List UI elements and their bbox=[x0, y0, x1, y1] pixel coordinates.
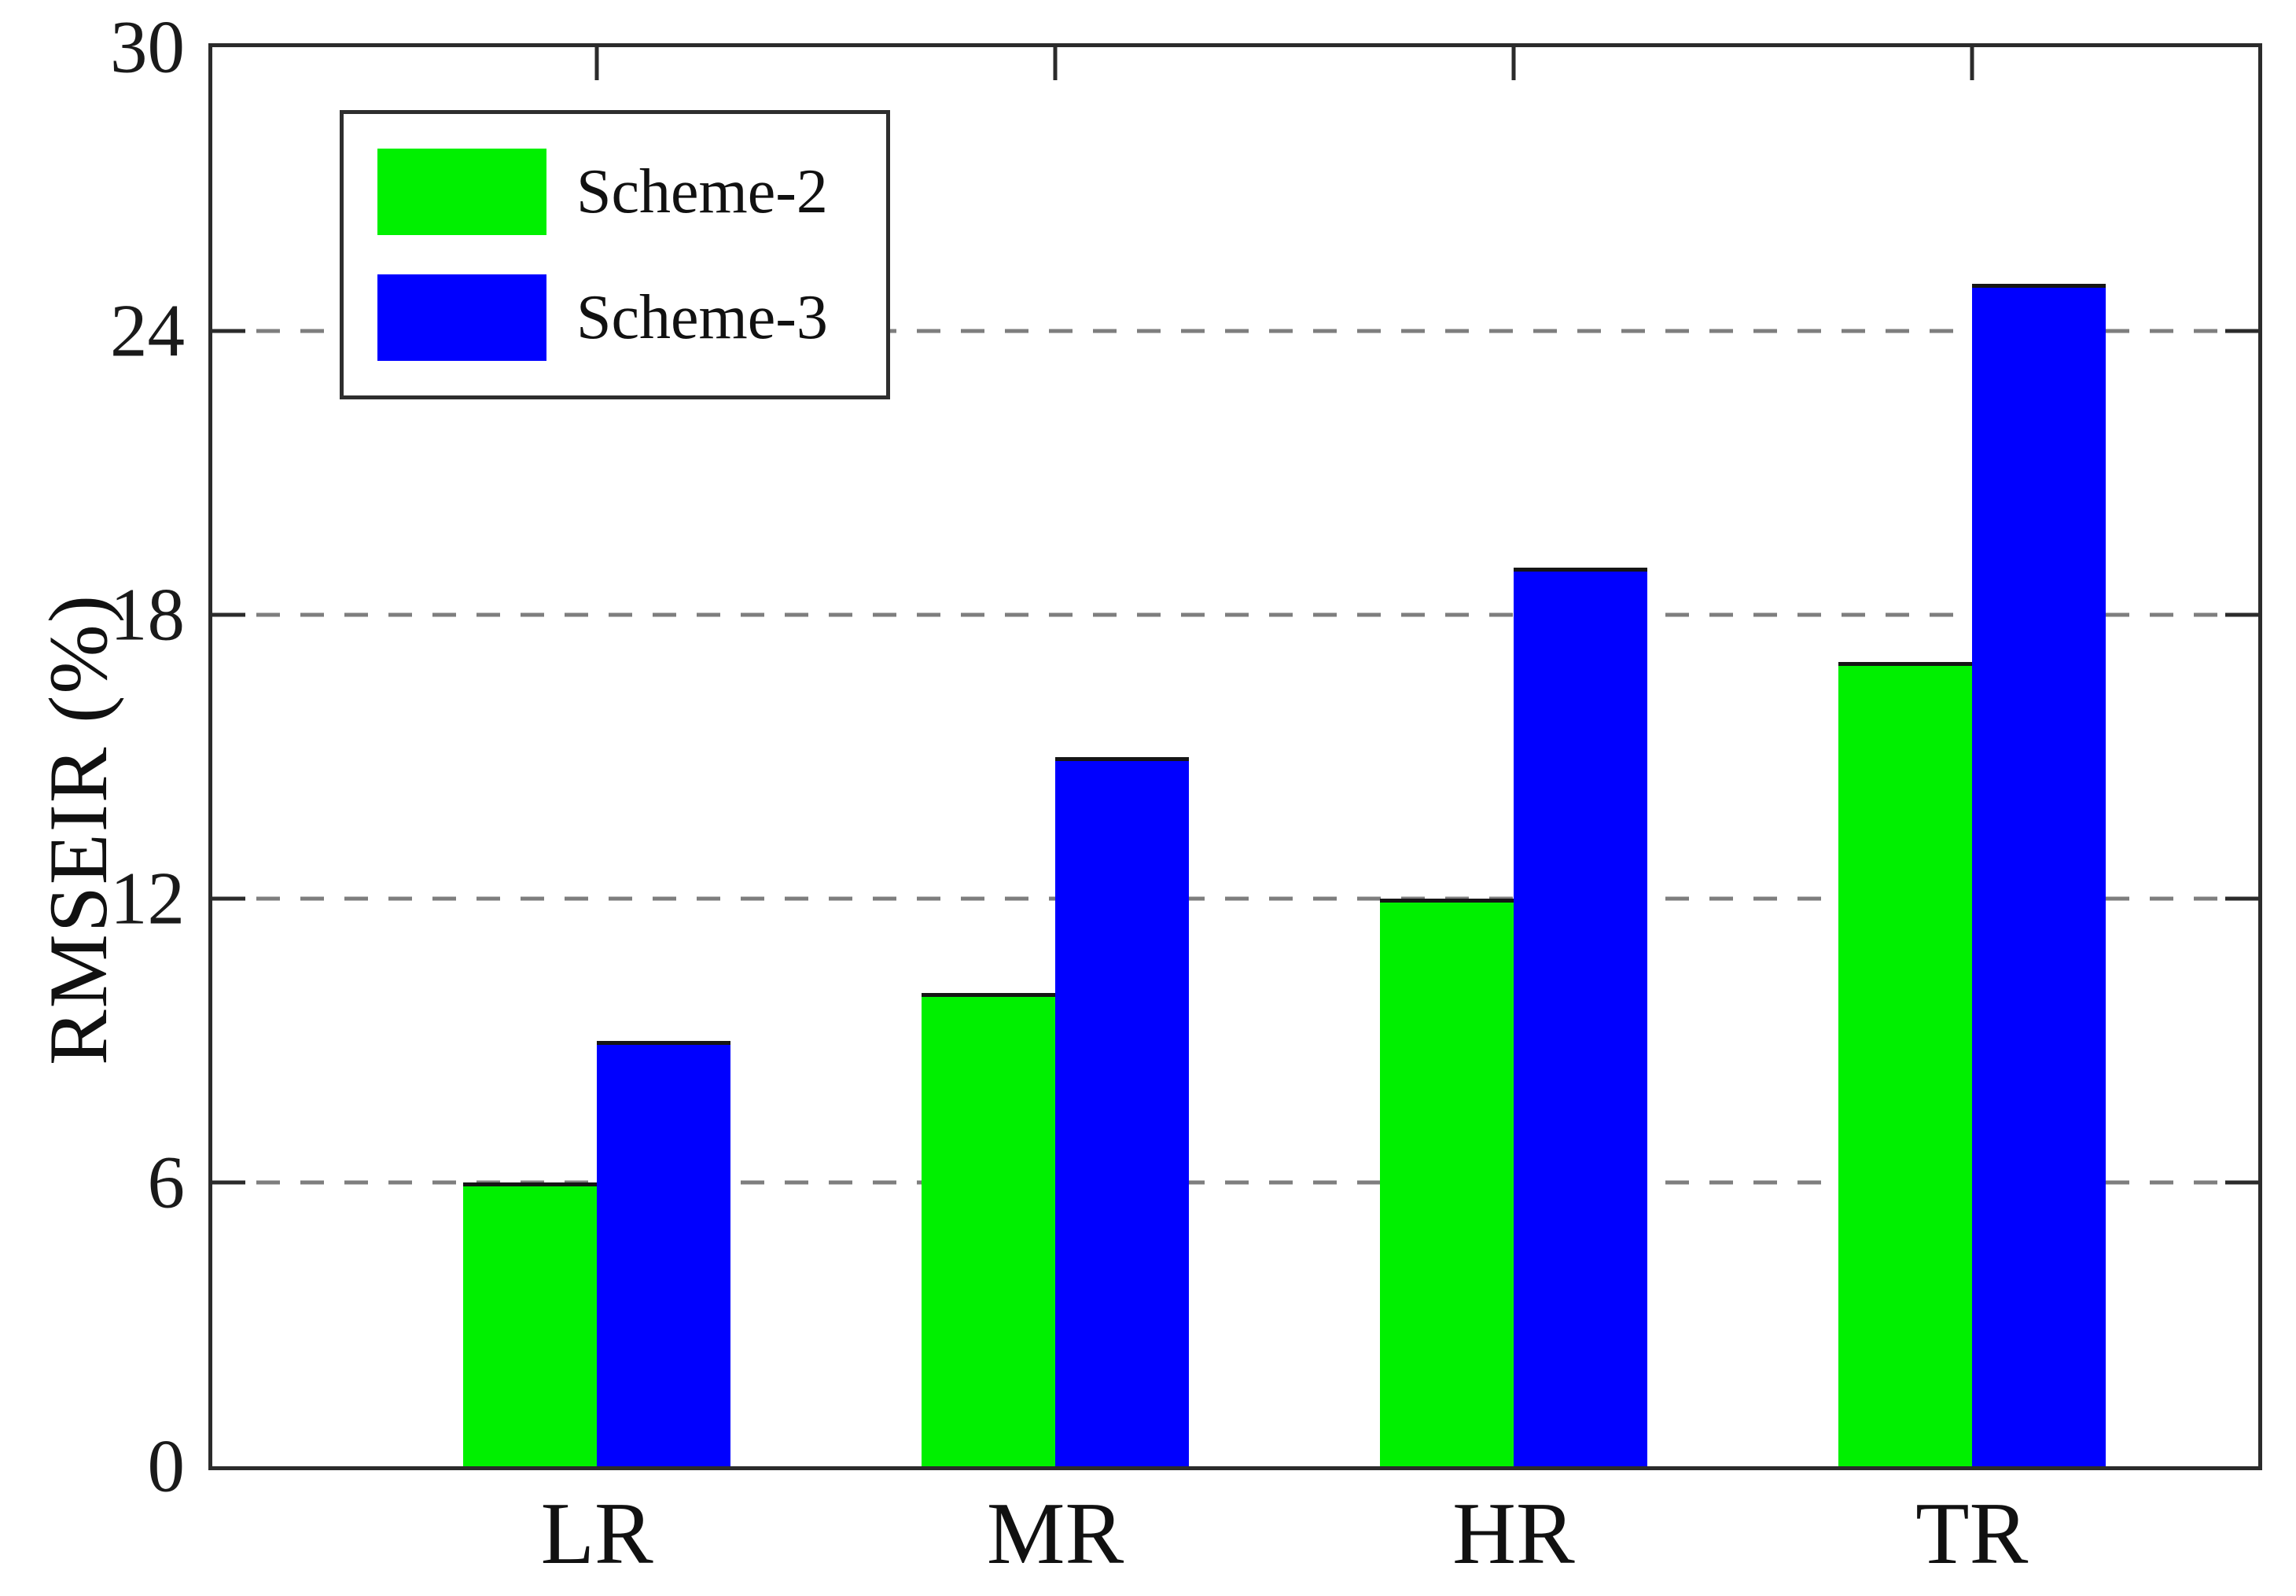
bar-scheme-2-hr bbox=[1379, 899, 1514, 1466]
legend-label-scheme-2: Scheme-2 bbox=[576, 157, 828, 226]
bar-scheme-2-tr bbox=[1838, 662, 1972, 1466]
y-tick-right-12 bbox=[2225, 896, 2258, 901]
gridline-y-6 bbox=[212, 1180, 2258, 1185]
legend: Scheme-2 Scheme-3 bbox=[340, 110, 890, 399]
y-tick-right-6 bbox=[2225, 1180, 2258, 1185]
y-tick-label-12: 12 bbox=[110, 856, 185, 940]
gridline-y-18 bbox=[212, 612, 2258, 617]
bar-scheme-3-lr bbox=[597, 1040, 731, 1466]
y-tick-label-30: 30 bbox=[110, 5, 185, 89]
y-tick-left-6 bbox=[212, 1180, 245, 1185]
y-tick-label-0: 0 bbox=[147, 1424, 186, 1508]
y-tick-left-24 bbox=[212, 329, 245, 333]
x-category-label-tr: TR bbox=[1915, 1485, 2029, 1583]
bar-scheme-2-mr bbox=[922, 993, 1056, 1466]
x-tick-top-lr bbox=[594, 47, 599, 80]
x-category-label-lr: LR bbox=[540, 1485, 653, 1583]
legend-swatch-scheme-2 bbox=[377, 149, 546, 235]
legend-swatch-scheme-3 bbox=[377, 274, 546, 361]
bar-scheme-3-mr bbox=[1055, 756, 1190, 1466]
y-tick-label-6: 6 bbox=[147, 1140, 186, 1224]
x-category-label-hr: HR bbox=[1452, 1485, 1575, 1583]
y-tick-label-24: 24 bbox=[110, 289, 185, 373]
gridline-y-12 bbox=[212, 896, 2258, 901]
bar-scheme-3-hr bbox=[1513, 567, 1647, 1466]
gridline-y-24 bbox=[212, 329, 2258, 333]
y-tick-left-18 bbox=[212, 612, 245, 617]
y-tick-right-24 bbox=[2225, 329, 2258, 333]
y-axis-label: RMSEIR (%) bbox=[32, 593, 124, 1066]
y-tick-label-18: 18 bbox=[110, 572, 185, 656]
x-category-label-mr: MR bbox=[986, 1485, 1124, 1583]
plot-area bbox=[208, 43, 2262, 1470]
bar-scheme-2-lr bbox=[463, 1182, 598, 1466]
legend-label-scheme-3: Scheme-3 bbox=[576, 283, 828, 352]
x-tick-top-mr bbox=[1053, 47, 1058, 80]
x-tick-top-tr bbox=[1970, 47, 1974, 80]
legend-item-scheme-2: Scheme-2 bbox=[377, 149, 886, 235]
x-tick-top-hr bbox=[1511, 47, 1516, 80]
y-tick-left-12 bbox=[212, 896, 245, 901]
bar-scheme-3-tr bbox=[1971, 283, 2106, 1466]
y-tick-right-18 bbox=[2225, 612, 2258, 617]
legend-item-scheme-3: Scheme-3 bbox=[377, 274, 886, 361]
